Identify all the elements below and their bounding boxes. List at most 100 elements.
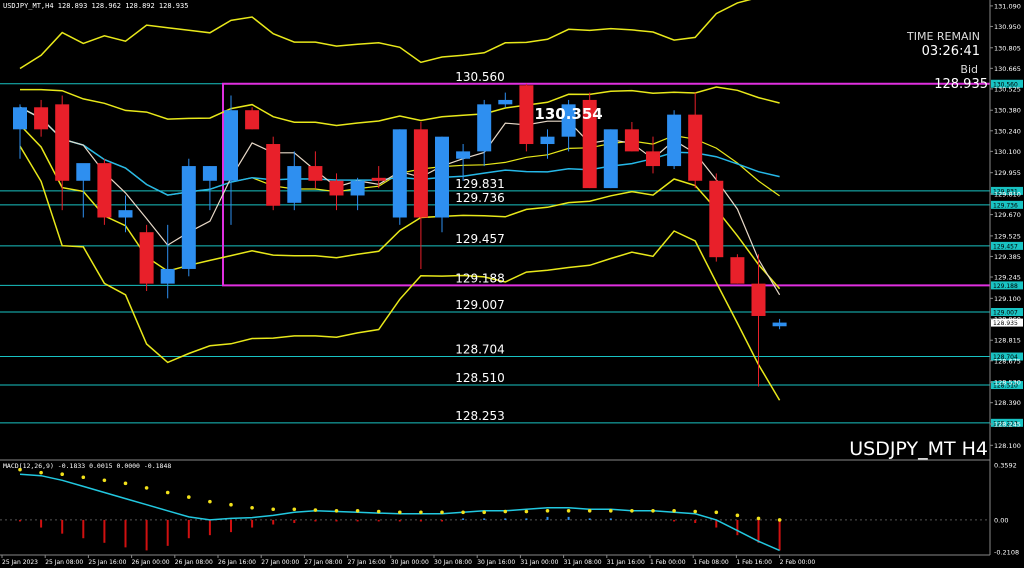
macd-signal-dot xyxy=(398,510,402,515)
level-axis-tag xyxy=(991,308,1023,317)
candle xyxy=(646,136,660,174)
time-remain-label: TIME REMAIN xyxy=(906,30,980,43)
candle-body xyxy=(603,129,618,189)
macd-tick-label: -0.2108 xyxy=(994,549,1019,557)
symbol-info-text: USDJPY_MT,H4 128.893 128.962 128.892 128… xyxy=(3,2,188,10)
level-label: 128.253 xyxy=(455,409,505,423)
candle xyxy=(329,173,344,211)
candle-body xyxy=(730,257,745,284)
time-tick-label: 26 Jan 00:00 xyxy=(132,559,170,566)
time-tick-label: 27 Jan 16:00 xyxy=(348,559,386,566)
macd-signal-dot xyxy=(482,510,487,515)
candle xyxy=(34,99,49,137)
candle-body xyxy=(646,151,660,167)
candle xyxy=(160,224,175,299)
candle xyxy=(181,158,196,277)
level-label: 129.831 xyxy=(455,177,505,191)
candle xyxy=(55,95,70,211)
time-tick-label: 25 Jan 2023 xyxy=(2,559,38,566)
candle-body xyxy=(772,322,787,327)
macd-signal-dot xyxy=(503,509,508,514)
macd-signal-dot xyxy=(609,508,613,513)
macd-signal-dot xyxy=(165,490,170,495)
candle-body xyxy=(13,107,27,130)
time-tick-label: 26 Jan 16:00 xyxy=(218,559,256,566)
time-tick-label: 30 Jan 16:00 xyxy=(477,559,515,566)
price-tick-label: 129.670 xyxy=(994,211,1021,219)
level-axis-tag xyxy=(991,281,1023,290)
macd-signal-dot xyxy=(355,508,360,513)
level-label: 128.704 xyxy=(455,343,505,357)
macd-signal-dot xyxy=(60,472,64,476)
time-tick-label: 1 Feb 08:00 xyxy=(693,559,729,566)
macd-signal-dot xyxy=(334,508,339,513)
macd-signal-dot xyxy=(123,481,128,486)
price-tick-label: 130.240 xyxy=(994,127,1021,135)
candle-body xyxy=(435,136,449,218)
candle xyxy=(751,254,766,387)
candle-body xyxy=(498,99,513,105)
level-axis-tag-label: 129.736 xyxy=(993,202,1018,209)
candle xyxy=(97,158,112,225)
candle xyxy=(688,92,703,189)
candle-body xyxy=(55,104,70,181)
time-tick-label: 27 Jan 00:00 xyxy=(261,559,299,566)
candle-body xyxy=(308,166,323,181)
macd-signal-dot xyxy=(545,508,550,513)
level-axis-tag xyxy=(991,418,1023,427)
macd-tick-label: 0.3592 xyxy=(994,462,1017,470)
price-tick-label: 128.675 xyxy=(994,357,1021,365)
candle-body xyxy=(624,129,639,152)
current-price-tag-label: 128.935 xyxy=(993,320,1018,327)
level-axis-tag-label: 130.560 xyxy=(993,81,1018,88)
macd-signal-dot xyxy=(313,508,318,512)
candle xyxy=(772,318,787,330)
candle xyxy=(603,129,618,189)
candle xyxy=(540,129,555,159)
macd-signal-dot xyxy=(714,510,719,515)
candle xyxy=(477,99,492,167)
macd-signal-dot xyxy=(651,508,655,513)
candle-body xyxy=(329,180,344,196)
candle-body xyxy=(139,232,154,284)
level-axis-tag xyxy=(991,186,1023,195)
macd-signal-dot xyxy=(630,508,634,513)
candle xyxy=(498,92,513,108)
outer-band-lower xyxy=(19,145,781,401)
candle xyxy=(13,104,27,159)
candle-body xyxy=(118,210,133,218)
macd-signal-dot xyxy=(777,518,782,522)
macd-signal-dot xyxy=(461,510,465,515)
level-axis-tag-label: 129.457 xyxy=(993,243,1018,250)
time-tick-label: 31 Jan 08:00 xyxy=(564,559,602,566)
time-remain-value: 03:26:41 xyxy=(922,44,980,59)
macd-signal-dot xyxy=(440,510,444,515)
time-tick-label: 27 Jan 08:00 xyxy=(304,559,342,566)
macd-label: MACD(12,26,9) -0.1833 0.0015 0.0000 -0.1… xyxy=(3,462,171,470)
macd-signal-dot xyxy=(271,507,276,512)
level-axis-tag-label: 128.510 xyxy=(993,383,1018,390)
price-tick-label: 131.090 xyxy=(994,2,1021,10)
candle xyxy=(519,83,534,152)
candle-body xyxy=(751,283,766,316)
price-tick-label: 129.525 xyxy=(994,232,1021,240)
macd-signal-dot xyxy=(39,470,43,475)
candle-body xyxy=(667,114,682,167)
macd-signal-dot xyxy=(229,502,233,507)
candle-body xyxy=(540,136,555,145)
price-tick-label: 130.950 xyxy=(994,23,1021,31)
level-axis-tag-label: 128.253 xyxy=(993,420,1018,427)
candle-body xyxy=(477,104,492,152)
candle xyxy=(667,110,682,170)
candles-layer xyxy=(13,83,787,387)
candle-body xyxy=(392,129,407,218)
time-tick-label: 1 Feb 16:00 xyxy=(736,559,772,566)
level-axis-tag-label: 129.007 xyxy=(993,310,1018,317)
candle xyxy=(266,136,281,211)
candle xyxy=(308,151,323,189)
macd-signal-dot xyxy=(524,509,529,514)
candle xyxy=(392,129,407,225)
time-tick-label: 1 Feb 00:00 xyxy=(650,559,686,566)
